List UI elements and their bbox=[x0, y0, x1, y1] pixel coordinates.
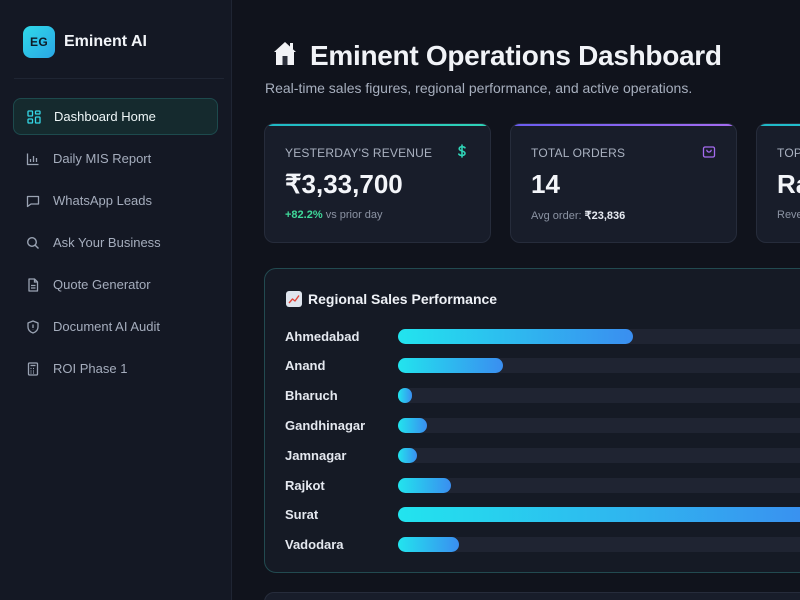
grid-icon bbox=[27, 109, 41, 124]
stat-value: 14 bbox=[531, 169, 560, 199]
stat-label: TOTAL ORDERS bbox=[531, 146, 626, 160]
bar-track bbox=[398, 477, 800, 493]
bar-track bbox=[398, 507, 800, 523]
sidebar-divider bbox=[14, 78, 224, 79]
stat-card-top[interactable]: TOP Ra Reve bbox=[756, 123, 800, 243]
stat-label: YESTERDAY'S REVENUE bbox=[285, 146, 433, 160]
bar-fill bbox=[398, 417, 428, 433]
page-heading: Eminent Operations Dashboard bbox=[310, 39, 722, 71]
card-accent-line bbox=[511, 124, 736, 126]
sidebar-item-label: Quote Generator bbox=[53, 277, 151, 292]
bar-track bbox=[398, 388, 800, 404]
page-subtitle: Real-time sales figures, regional perfor… bbox=[265, 80, 693, 96]
bar-label: Bharuch bbox=[285, 388, 338, 404]
regional-sales-panel: Regional Sales Performance Ahmedabad Anan… bbox=[264, 268, 800, 573]
sidebar-item-label: WhatsApp Leads bbox=[53, 193, 153, 208]
card-accent-line bbox=[265, 124, 490, 126]
next-panel bbox=[264, 592, 800, 600]
bar-row: Gandhinagar bbox=[285, 415, 800, 435]
brand-name: Eminent AI bbox=[64, 33, 147, 50]
sidebar-item-label: Dashboard Home bbox=[54, 109, 156, 124]
stat-value: ₹3,33,700 bbox=[285, 169, 403, 199]
stat-label: TOP bbox=[777, 146, 800, 160]
bar-row: Vadodara bbox=[285, 535, 800, 555]
avg-order-value: ₹23,836 bbox=[584, 210, 626, 222]
stat-sub: Reve bbox=[777, 209, 800, 221]
bar-row: Anand bbox=[285, 356, 800, 376]
stat-card-revenue[interactable]: YESTERDAY'S REVENUE ₹3,33,700 +82.2% vs … bbox=[264, 123, 491, 243]
chat-icon bbox=[26, 194, 40, 208]
bar-track bbox=[398, 358, 800, 374]
brand-logo: EG bbox=[23, 26, 55, 58]
sidebar-item-document-ai-audit[interactable]: Document AI Audit bbox=[13, 308, 218, 345]
stat-sub: Avg order: ₹23,836 bbox=[531, 209, 625, 222]
bar-label: Gandhinagar bbox=[285, 417, 366, 433]
calculator-icon bbox=[26, 361, 40, 376]
bar-fill bbox=[398, 477, 451, 493]
sidebar-item-ask-your-business[interactable]: Ask Your Business bbox=[13, 224, 218, 261]
bar-fill bbox=[398, 328, 634, 344]
chart-increasing-icon bbox=[286, 291, 302, 307]
sidebar-nav: Dashboard Home Daily MIS Report WhatsApp… bbox=[13, 98, 218, 392]
dollar-icon bbox=[455, 144, 469, 158]
shield-icon bbox=[26, 319, 40, 334]
bar-label: Ahmedabad bbox=[285, 328, 360, 344]
brand[interactable]: EG Eminent AI bbox=[23, 26, 147, 58]
bar-row: Jamnagar bbox=[285, 445, 800, 465]
bar-label: Vadodara bbox=[285, 537, 344, 553]
bar-fill bbox=[398, 447, 417, 463]
panel-title: Regional Sales Performance bbox=[286, 291, 497, 307]
stat-value: Ra bbox=[777, 169, 800, 199]
sidebar-item-label: Ask Your Business bbox=[53, 235, 161, 250]
sidebar-item-quote-generator[interactable]: Quote Generator bbox=[13, 266, 218, 303]
stat-change: +82.2% vs prior day bbox=[285, 209, 383, 221]
change-percent: +82.2% bbox=[285, 209, 323, 221]
bar-label: Anand bbox=[285, 358, 326, 374]
bar-fill bbox=[398, 388, 412, 404]
page-title: Eminent Operations Dashboard bbox=[270, 38, 722, 73]
change-suffix: vs prior day bbox=[325, 209, 383, 221]
bar-track bbox=[398, 537, 800, 553]
search-icon bbox=[26, 236, 40, 250]
bar-chart-icon bbox=[26, 152, 40, 166]
bar-row: Rajkot bbox=[285, 475, 800, 495]
bar-fill bbox=[398, 358, 503, 374]
bar-track bbox=[398, 447, 800, 463]
house-icon bbox=[270, 38, 300, 73]
sidebar-item-dashboard-home[interactable]: Dashboard Home bbox=[13, 98, 218, 135]
sidebar-item-whatsapp-leads[interactable]: WhatsApp Leads bbox=[13, 182, 218, 219]
sidebar-item-daily-mis-report[interactable]: Daily MIS Report bbox=[13, 140, 218, 177]
bar-fill bbox=[398, 537, 459, 553]
bar-fill bbox=[398, 507, 800, 523]
sidebar-item-label: Document AI Audit bbox=[53, 319, 160, 334]
document-icon bbox=[26, 277, 40, 292]
bar-track bbox=[398, 328, 800, 344]
bar-row: Surat bbox=[285, 505, 800, 525]
sidebar: EG Eminent AI Dashboard Home bbox=[0, 0, 232, 600]
panel-title-text: Regional Sales Performance bbox=[308, 291, 498, 307]
main-content: Eminent Operations Dashboard Real-time s… bbox=[232, 0, 800, 600]
bar-row: Ahmedabad bbox=[285, 326, 800, 346]
shopping-bag-icon bbox=[702, 144, 716, 158]
bar-label: Surat bbox=[285, 507, 319, 523]
sidebar-item-label: Daily MIS Report bbox=[53, 151, 152, 166]
stat-card-orders[interactable]: TOTAL ORDERS 14 Avg order: ₹23,836 bbox=[510, 123, 737, 243]
sidebar-item-roi-phase-1[interactable]: ROI Phase 1 bbox=[13, 350, 218, 387]
bar-label: Jamnagar bbox=[285, 447, 347, 463]
avg-order-label: Avg order: bbox=[531, 210, 582, 222]
card-accent-line bbox=[757, 124, 800, 126]
bar-row: Bharuch bbox=[285, 386, 800, 406]
sidebar-item-label: ROI Phase 1 bbox=[53, 361, 128, 376]
bar-track bbox=[398, 417, 800, 433]
bar-label: Rajkot bbox=[285, 477, 325, 493]
